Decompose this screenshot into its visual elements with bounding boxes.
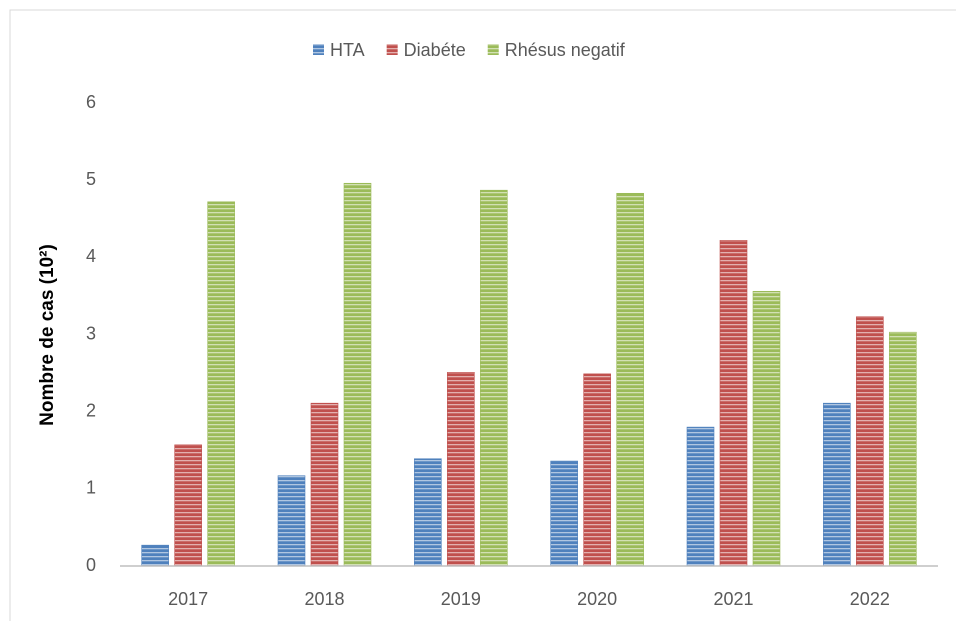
chart-border bbox=[9, 9, 956, 621]
bar bbox=[343, 182, 372, 567]
bar bbox=[686, 426, 715, 567]
bar bbox=[447, 372, 475, 567]
legend-swatch bbox=[386, 44, 398, 55]
legend-label: HTA bbox=[330, 40, 365, 60]
x-tick-label: 2021 bbox=[713, 589, 753, 609]
bar bbox=[174, 444, 202, 567]
y-tick-label: 5 bbox=[86, 169, 96, 189]
bar bbox=[719, 240, 748, 567]
bar bbox=[823, 402, 851, 567]
legend-swatch bbox=[313, 44, 324, 55]
bar bbox=[550, 460, 578, 567]
bar bbox=[583, 373, 611, 567]
x-tick-label: 2022 bbox=[850, 589, 890, 609]
bar bbox=[616, 192, 644, 567]
bar bbox=[480, 189, 508, 567]
y-tick-label: 1 bbox=[86, 478, 96, 498]
bar bbox=[277, 475, 306, 567]
x-tick-label: 2019 bbox=[441, 589, 481, 609]
bar bbox=[310, 402, 339, 567]
y-tick-label: 4 bbox=[86, 246, 96, 266]
y-tick-label: 2 bbox=[86, 400, 96, 420]
bar bbox=[752, 290, 781, 567]
bar bbox=[141, 544, 169, 567]
x-tick-label: 2017 bbox=[168, 589, 208, 609]
legend-label: Rhésus negatif bbox=[505, 40, 626, 60]
x-tick-label: 2018 bbox=[304, 589, 344, 609]
bar bbox=[207, 201, 235, 567]
x-tick-label: 2020 bbox=[577, 589, 617, 609]
bar bbox=[414, 458, 442, 567]
y-tick-label: 0 bbox=[86, 555, 96, 575]
bar bbox=[889, 331, 917, 567]
legend-swatch bbox=[487, 44, 499, 55]
bar bbox=[856, 316, 884, 567]
y-axis-label: Nombre de cas (10²) bbox=[37, 244, 58, 426]
y-tick-label: 6 bbox=[86, 92, 96, 112]
legend-label: Diabéte bbox=[404, 40, 466, 60]
y-tick-label: 3 bbox=[86, 323, 96, 343]
